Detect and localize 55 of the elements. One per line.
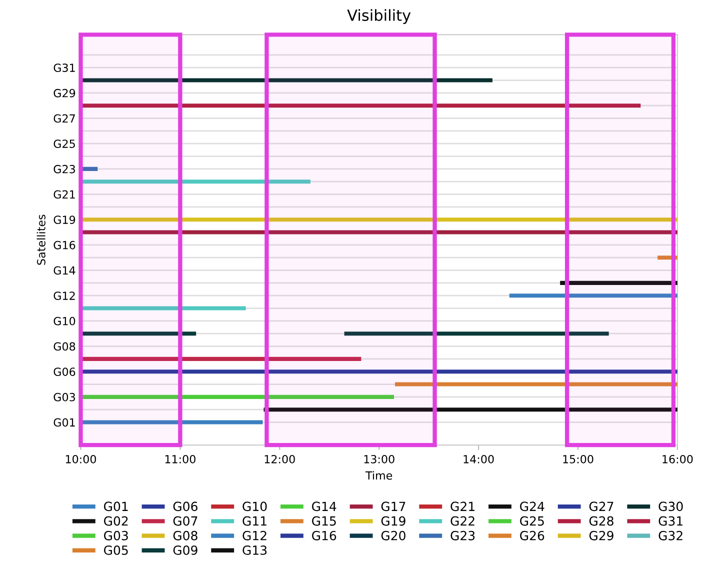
legend-label: G25 [520,516,544,526]
x-tick-label: 16:00 [662,454,693,464]
legend-label: G07 [173,516,198,526]
x-axis-title: Time [365,471,392,480]
y-tick-label: G25 [54,140,75,148]
legend-label: G28 [589,516,614,526]
y-tick-label: G01 [54,418,75,427]
legend-label: G26 [520,530,544,540]
legend-label: G16 [312,530,336,540]
legend-label: G32 [658,530,682,540]
legend-label: G17 [381,502,406,512]
y-tick-label: G12 [54,292,75,300]
x-tick-label: 11:00 [165,454,196,464]
legend-label: G08 [173,530,198,540]
y-axis-title: Satellites [36,214,46,265]
y-tick-label: G14 [54,266,76,275]
legend-label: G13 [242,545,267,555]
x-tick-label: 13:00 [364,454,394,464]
legend-label: G05 [104,545,128,555]
y-tick-label: G29 [54,88,76,98]
legend-label: G20 [381,530,406,540]
legend-label: G27 [589,502,614,512]
y-tick-label: G19 [54,216,76,224]
x-tick-label: 10:00 [66,454,96,464]
legend-label: G03 [104,530,128,540]
y-tick-label: G23 [54,164,75,174]
y-tick-label: G27 [54,114,75,123]
legend-label: G31 [658,516,682,526]
y-tick-label: G03 [54,392,75,402]
legend-label: G21 [450,502,474,512]
legend-label: G14 [312,502,336,512]
x-tick-label: 12:00 [264,454,295,464]
legend-label: G10 [242,502,267,512]
y-tick-label: G16 [54,240,76,250]
legend-label: G06 [173,502,198,512]
y-tick-label: G06 [54,368,76,376]
x-tick-label: 14:00 [464,454,494,464]
legend-label: G24 [520,502,544,512]
chart-title: Visibility [347,9,411,24]
legend-label: G09 [173,545,198,555]
x-tick-label: 15:00 [563,454,594,464]
legend-label: G11 [242,516,266,526]
legend-label: G15 [312,516,336,526]
legend-label: G22 [450,516,474,526]
legend-label: G02 [104,516,128,526]
legend-label: G12 [242,530,266,540]
y-tick-label: G08 [54,342,76,351]
legend-label: G23 [450,530,475,540]
legend-label: G30 [658,502,683,512]
legend-label: G19 [381,516,406,526]
y-tick-label: G10 [54,316,76,326]
legend-label: G29 [589,530,614,540]
y-tick-label: G31 [54,64,75,72]
y-tick-label: G21 [54,190,75,199]
legend-label: G01 [104,502,128,512]
